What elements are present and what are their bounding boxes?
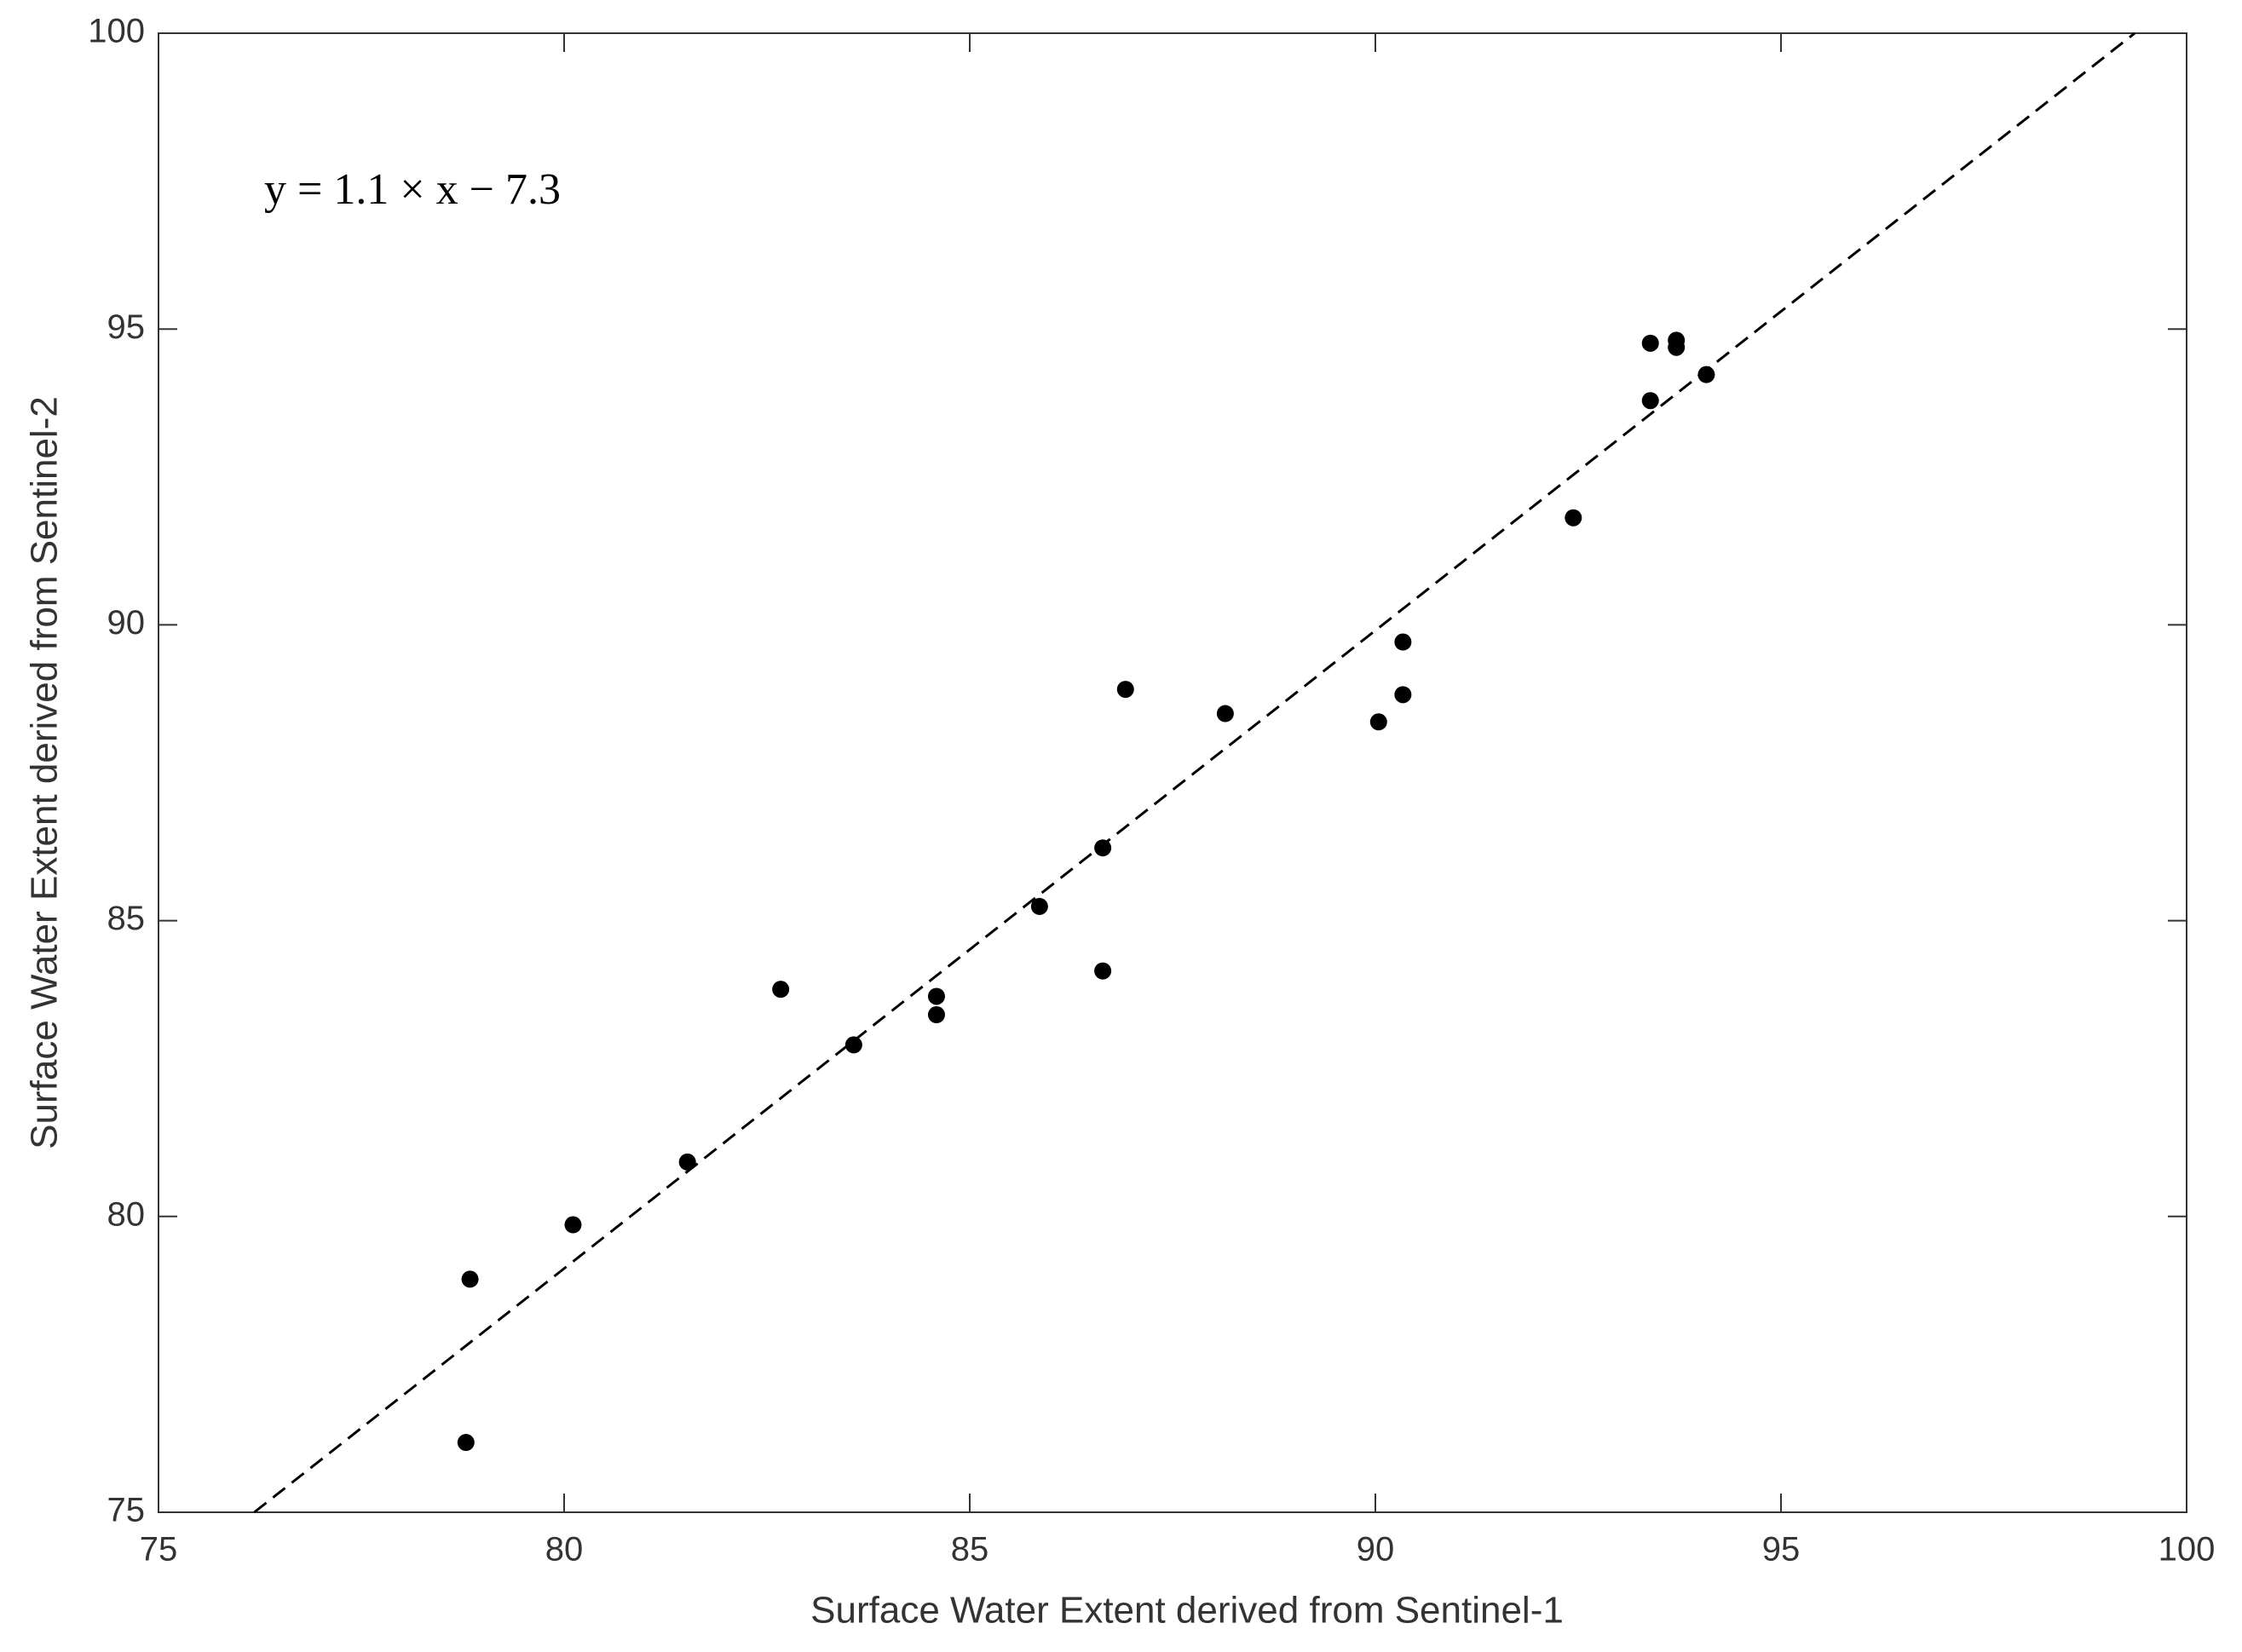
y-axis-label: Surface Water Extent derived from Sentin…: [24, 396, 66, 1149]
y-tick-label: 95: [107, 308, 146, 346]
point: [1641, 392, 1659, 410]
x-tick-label: 85: [951, 1531, 989, 1569]
y-tick-label: 80: [107, 1195, 146, 1233]
point: [1697, 366, 1715, 383]
point: [1394, 633, 1412, 651]
point: [1641, 334, 1659, 352]
fit-line: [253, 32, 2135, 1514]
point: [1094, 839, 1112, 857]
y-tick-label: 75: [107, 1492, 146, 1529]
point: [1369, 713, 1387, 731]
point: [1030, 897, 1048, 915]
x-tick-label: 100: [2158, 1531, 2216, 1569]
x-tick-label: 80: [545, 1531, 584, 1569]
point: [927, 987, 945, 1005]
point: [564, 1216, 582, 1234]
point: [457, 1434, 475, 1452]
plot-frame: [158, 32, 2187, 1513]
x-tick-label: 90: [1357, 1531, 1395, 1569]
x-axis-label: Surface Water Extent derived from Sentin…: [810, 1590, 1564, 1632]
x-tick-label: 75: [140, 1531, 178, 1569]
point: [1094, 962, 1112, 980]
annotation: y = 1.1 × x − 7.3: [264, 165, 561, 214]
y-tick-label: 85: [107, 900, 146, 937]
point: [844, 1036, 862, 1054]
point: [927, 1006, 945, 1024]
point: [1394, 686, 1412, 704]
point: [1565, 509, 1582, 527]
point: [678, 1153, 696, 1171]
point: [1216, 705, 1234, 722]
point: [461, 1270, 479, 1288]
point: [1116, 681, 1134, 699]
y-tick-label: 100: [88, 13, 145, 50]
y-tick-label: 90: [107, 604, 146, 642]
point: [1668, 338, 1686, 356]
point: [772, 981, 790, 999]
x-tick-label: 95: [1762, 1531, 1801, 1569]
